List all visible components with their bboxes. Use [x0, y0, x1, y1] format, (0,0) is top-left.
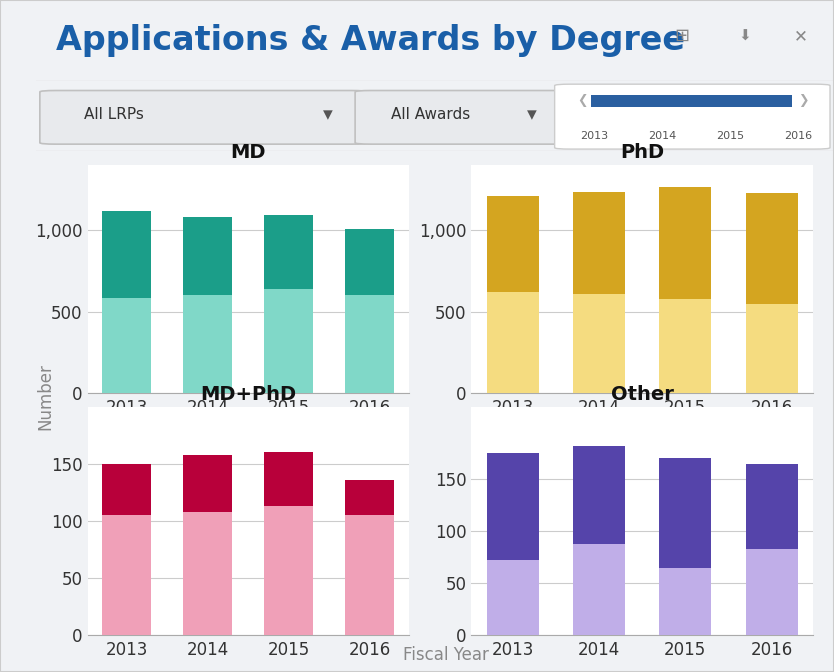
Text: 2013: 2013 [580, 130, 609, 140]
FancyBboxPatch shape [555, 84, 830, 149]
Bar [102, 298, 151, 393]
Text: Fiscal Year: Fiscal Year [404, 646, 489, 665]
Bar [487, 560, 539, 635]
Bar [573, 446, 625, 635]
Bar [660, 187, 711, 393]
Text: ❯: ❯ [798, 94, 809, 107]
Bar [264, 506, 313, 635]
Title: MD: MD [230, 142, 266, 162]
Text: Number: Number [37, 363, 55, 430]
Text: 2015: 2015 [716, 130, 744, 140]
Bar [183, 511, 232, 635]
Bar [573, 544, 625, 635]
Text: ▾: ▾ [527, 105, 536, 124]
Bar [102, 515, 151, 635]
Title: PhD: PhD [620, 142, 664, 162]
FancyBboxPatch shape [355, 91, 570, 144]
Text: 2014: 2014 [648, 130, 676, 140]
Bar [345, 515, 394, 635]
Bar [573, 192, 625, 393]
Title: Other: Other [610, 384, 674, 404]
Bar [183, 295, 232, 393]
Text: ▾: ▾ [324, 105, 333, 124]
Text: Applications & Awards by Degree: Applications & Awards by Degree [56, 24, 685, 57]
Bar [660, 299, 711, 393]
Text: All Awards: All Awards [391, 107, 470, 122]
Text: ❮: ❮ [577, 94, 587, 107]
Bar [264, 452, 313, 635]
Bar [345, 480, 394, 635]
Bar [487, 196, 539, 393]
Bar [746, 304, 797, 393]
Bar [264, 215, 313, 393]
FancyBboxPatch shape [40, 91, 367, 144]
Text: 2016: 2016 [784, 130, 812, 140]
Bar [264, 290, 313, 393]
Bar [746, 464, 797, 635]
Bar [102, 464, 151, 635]
Text: All LRPs: All LRPs [83, 107, 143, 122]
Bar [487, 292, 539, 393]
Bar [183, 454, 232, 635]
Title: MD+PhD: MD+PhD [200, 384, 296, 404]
Bar [660, 458, 711, 635]
Bar [487, 454, 539, 635]
Bar [590, 95, 792, 108]
Bar [746, 549, 797, 635]
Bar [345, 295, 394, 393]
Bar [183, 217, 232, 393]
Bar [660, 568, 711, 635]
Bar [345, 229, 394, 393]
Bar [102, 211, 151, 393]
Bar [746, 194, 797, 393]
Bar [573, 294, 625, 393]
Text: ⊞: ⊞ [675, 28, 690, 45]
Text: ⬇: ⬇ [738, 29, 751, 44]
Text: ✕: ✕ [794, 28, 808, 45]
